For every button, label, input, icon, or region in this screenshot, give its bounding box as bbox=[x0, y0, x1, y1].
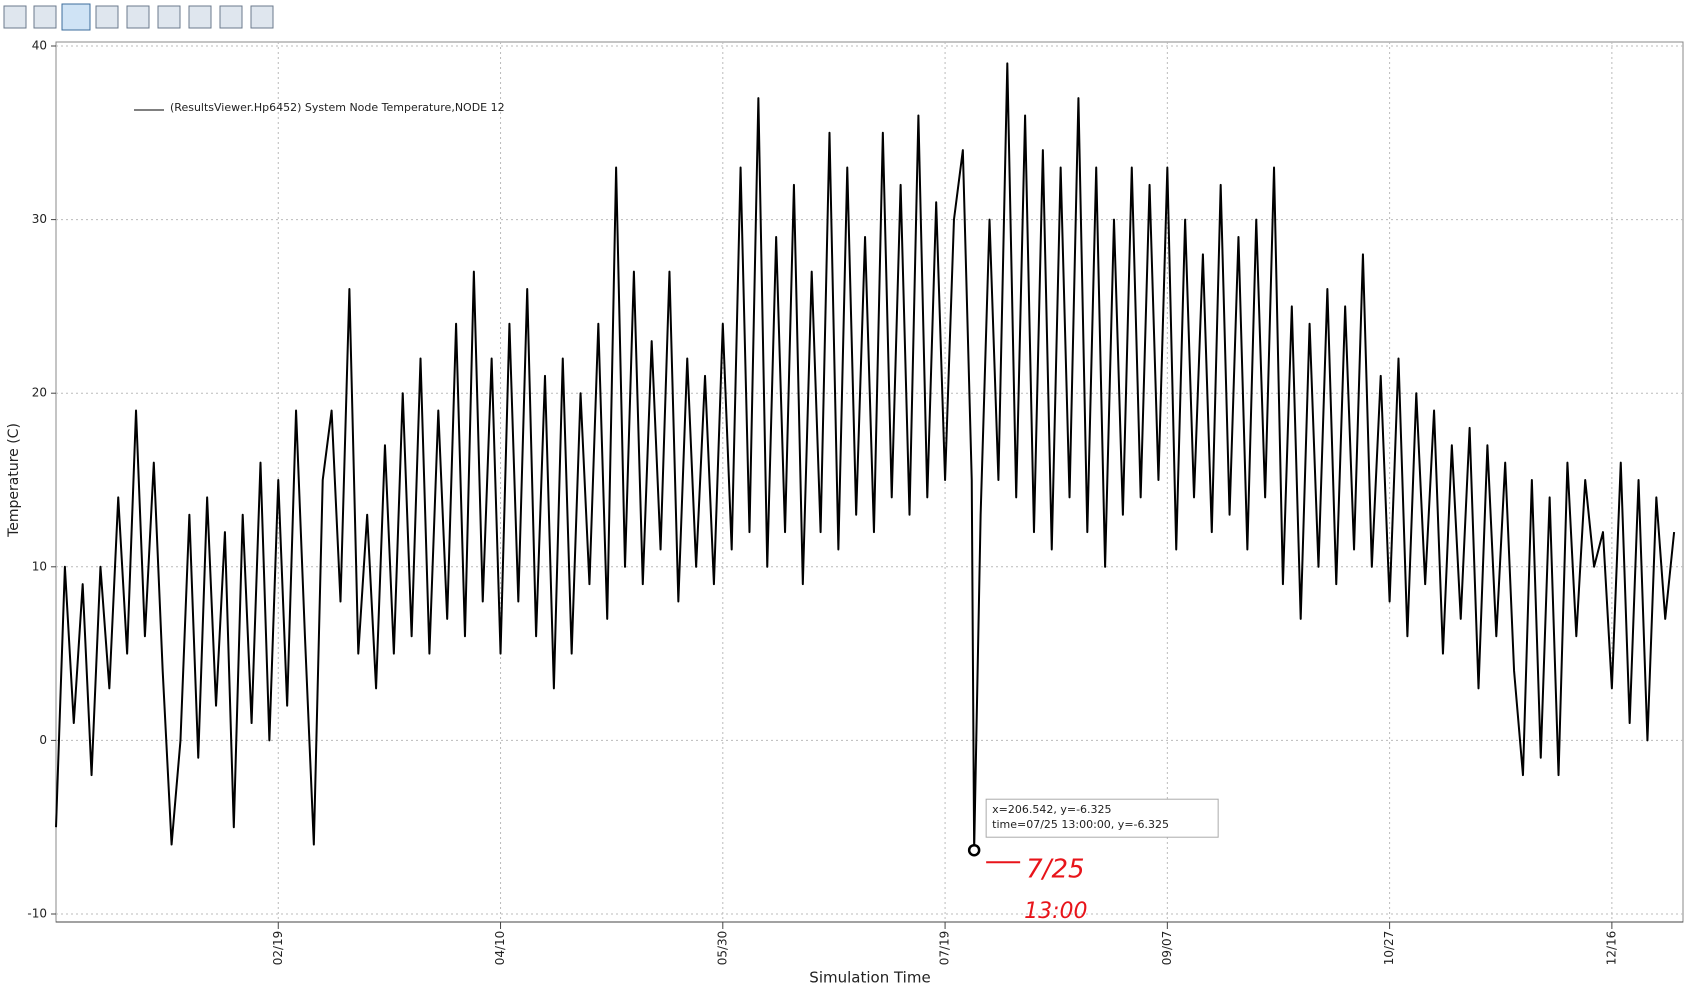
toolbar bbox=[3, 3, 274, 31]
x-tick-label: 12/16 bbox=[1604, 931, 1618, 966]
tool-pan[interactable] bbox=[33, 5, 57, 29]
x-tick-label: 10/27 bbox=[1382, 931, 1396, 966]
x-tick-label: 09/07 bbox=[1160, 931, 1174, 966]
y-tick-label: 30 bbox=[32, 212, 47, 226]
tooltip-line: time=07/25 13:00:00, y=-6.325 bbox=[992, 818, 1169, 831]
highlight-point bbox=[967, 843, 981, 857]
tool-options[interactable] bbox=[250, 5, 274, 29]
x-tick-label: 07/19 bbox=[938, 931, 952, 966]
x-tick-label: 04/10 bbox=[493, 931, 507, 966]
y-axis-label: Temperature (C) bbox=[6, 423, 22, 538]
y-tick-label: -10 bbox=[27, 907, 47, 921]
x-axis-label: Simulation Time bbox=[809, 969, 930, 987]
tool-zoom-box[interactable] bbox=[95, 5, 119, 29]
annotation: 13:00 bbox=[1024, 899, 1087, 924]
tooltip-box bbox=[985, 798, 1219, 838]
x-tick-label: 05/30 bbox=[715, 931, 729, 966]
plot-frame bbox=[55, 41, 1684, 923]
y-tick-label: 10 bbox=[32, 559, 47, 573]
data-line bbox=[55, 62, 1676, 852]
legend-label: (ResultsViewer.Hp6452) System Node Tempe… bbox=[170, 101, 505, 114]
annotation: 7/25 bbox=[1026, 855, 1084, 885]
y-tick-label: 20 bbox=[32, 386, 47, 400]
tool-print[interactable] bbox=[219, 5, 243, 29]
tool-save[interactable] bbox=[188, 5, 212, 29]
tool-help[interactable] bbox=[61, 3, 91, 31]
tool-zoom-in[interactable] bbox=[126, 5, 150, 29]
y-tick-label: 40 bbox=[32, 39, 47, 53]
tool-select[interactable] bbox=[3, 5, 27, 29]
x-tick-label: 02/19 bbox=[271, 931, 285, 966]
tooltip-line: x=206.542, y=-6.325 bbox=[992, 803, 1111, 816]
y-tick-label: 0 bbox=[39, 733, 47, 747]
tool-zoom-out[interactable] bbox=[157, 5, 181, 29]
